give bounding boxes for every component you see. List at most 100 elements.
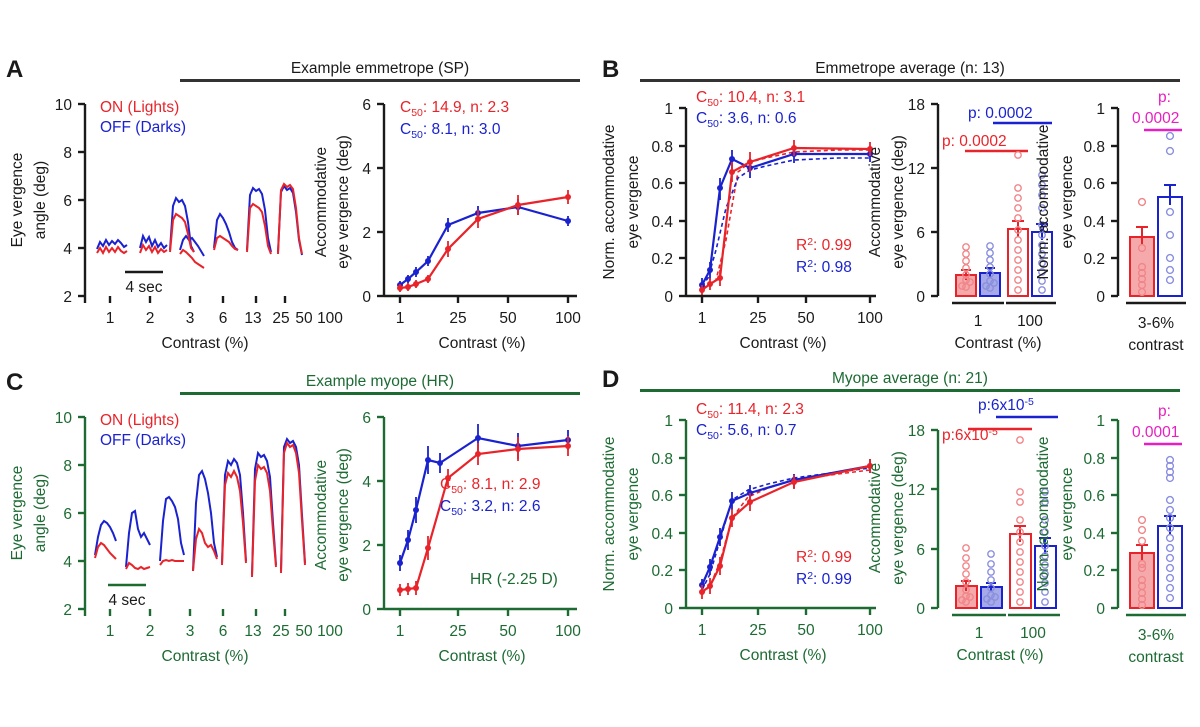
c-trace-ylabel-1: Eye vergence	[9, 466, 26, 561]
panel-c: C Example myope (HR) 2 4 6 8 10 Eye verg…	[0, 363, 600, 727]
b-curve-r2-blue: R2: 0.98	[796, 258, 852, 276]
c-trace-ytick-2: 6	[63, 506, 72, 523]
b-nbars-ylabel-2: eye vergence	[1059, 155, 1076, 248]
d-curve-ylabel-1: Norm. accommodative	[601, 436, 618, 591]
b-nbars-ytick-0: 0	[1096, 289, 1105, 306]
a-trace-xtick-4: 13	[244, 310, 261, 327]
b-nbar-red	[1129, 236, 1155, 297]
a-trace-legend-off: OFF (Darks)	[100, 119, 186, 136]
b-curve-xtick-2: 50	[797, 310, 815, 327]
b-curve-ytick-0: 0	[664, 289, 673, 306]
panel-a: A Example emmetrope (SP) 2 4 6 8 10 Eye …	[0, 0, 600, 365]
c-tuning-series-on	[397, 436, 571, 596]
c-tuning-subject-label: HR (-2.25 D)	[470, 571, 558, 588]
c-trace-ytick-3: 8	[63, 458, 72, 475]
d-curve-xtick-0: 1	[698, 622, 707, 639]
b-curve-ytick-2: 0.4	[651, 214, 673, 231]
b-curve-ylabel-1: Norm. accommodative	[601, 124, 618, 279]
b-nbars-ylabel-1: Norm. accommodative	[1035, 124, 1052, 279]
panel-b-title: Emmetrope average (n: 13)	[815, 60, 1005, 77]
panel-d-title-rule	[640, 389, 1180, 392]
d-curve-r2-red: R2: 0.99	[796, 548, 852, 566]
c-trace-xlabel: Contrast (%)	[162, 648, 249, 665]
a-trace-ytick-1: 4	[63, 241, 72, 258]
panel-c-title-block: Example myope (HR)	[180, 373, 580, 395]
d-bar-points-blue	[983, 488, 1049, 606]
a-tuning-xtick-0: 1	[396, 310, 405, 327]
c-tuning-ytick-0: 0	[362, 602, 371, 619]
b-nbars-ytick-1: 0.2	[1083, 251, 1105, 268]
a-tuning-yaxis: 0 2 4 6	[362, 97, 386, 306]
a-tuning-ylabel-1: Accommodative	[313, 147, 330, 257]
b-bars-ytick-3: 18	[908, 97, 925, 114]
b-curve-xtick-0: 1	[698, 310, 707, 327]
b-nbars-ytick-2: 0.4	[1083, 214, 1105, 231]
b-nbar-errorbar-red	[1136, 226, 1148, 245]
panel-a-tuning-plot: 0 2 4 6 Accommodative eye vergence (deg)…	[313, 97, 581, 352]
a-trace-waveform-mid	[169, 195, 195, 253]
b-bars-ylabel-1: Accommodative	[867, 147, 884, 257]
b-nbars-xlabel-1: 3-6%	[1138, 315, 1174, 332]
d-nbars-ylabel-2: eye vergence	[1059, 467, 1076, 560]
c-trace-xtick-7: 100	[317, 623, 343, 640]
a-trace-ytick-2: 6	[63, 193, 72, 210]
a-tuning-annot-blue: C50: 8.1, n: 3.0	[400, 121, 501, 141]
c-trace-ytick-1: 4	[63, 554, 72, 571]
c-trace-xtick-4: 13	[244, 623, 261, 640]
panel-d: D Myope average (n: 21) 0 0.2 0.4 0.6 0.…	[598, 360, 1200, 727]
a-tuning-annot-red: C50: 14.9, n: 2.3	[400, 99, 509, 119]
d-nbars-pvalue-line1: p:	[1158, 403, 1171, 420]
a-tuning-ytick-2: 4	[362, 161, 371, 178]
d-bars-ytick-2: 12	[908, 482, 925, 499]
c-tuning-ylabel-1: Accommodative	[313, 460, 330, 570]
b-nbars-ytick-4: 0.8	[1083, 139, 1105, 156]
d-bars-ylabel-1: Accommodative	[867, 463, 884, 573]
d-bars-xtick-0: 1	[975, 625, 984, 642]
a-trace-legend-on: ON (Lights)	[100, 99, 179, 116]
c-trace-xtick-3: 6	[219, 623, 228, 640]
b-curve-xlabel: Contrast (%)	[740, 335, 827, 352]
b-curve-xaxis: 1 25 50 100	[686, 294, 883, 327]
b-bar-points-red	[958, 151, 1022, 294]
d-bar-points-red	[958, 436, 1024, 606]
c-tuning-xaxis: 1 25 50 100	[384, 607, 581, 640]
a-tuning-xtick-2: 50	[499, 310, 517, 327]
d-nbars-xlabel-1: 3-6%	[1138, 627, 1174, 644]
d-nbars-ytick-5: 1	[1096, 413, 1105, 430]
panel-b-letter: B	[602, 56, 620, 83]
b-curve-annot-blue: C50: 3.6, n: 0.6	[696, 110, 796, 130]
b-bars-ylabel-2: eye vergence (deg)	[890, 135, 907, 269]
a-trace-ytick-0: 2	[63, 289, 72, 306]
c-tuning-xlabel: Contrast (%)	[439, 648, 526, 665]
d-curve-ytick-5: 1	[664, 413, 673, 430]
d-curve-annot-blue: C50: 5.6, n: 0.7	[696, 422, 796, 442]
b-nbars-ytick-3: 0.6	[1083, 176, 1105, 193]
d-nbars-yaxis: 0 0.2 0.4 0.6 0.8 1	[1083, 413, 1120, 618]
b-curve-xtick-1: 25	[749, 310, 766, 327]
b-nbar-errorbar-blue	[1164, 184, 1176, 205]
panel-b-norm-curve-plot: 0 0.2 0.4 0.6 0.8 1 Norm. accommodative …	[601, 89, 883, 352]
b-nbar-points-red	[1137, 197, 1147, 297]
panel-c-title-rule	[180, 392, 580, 395]
c-trace-yaxis: 2 4 6 8 10	[55, 410, 87, 619]
b-curve-ytick-1: 0.2	[651, 251, 673, 268]
a-tuning-xtick-1: 25	[449, 310, 466, 327]
d-nbars-ytick-3: 0.6	[1083, 488, 1105, 505]
panel-c-title: Example myope (HR)	[305, 373, 455, 390]
a-trace-xtick-7: 100	[317, 310, 343, 327]
a-trace-scalebar-label: 4 sec	[125, 279, 162, 296]
b-nbars-yaxis: 0 0.2 0.4 0.6 0.8 1	[1083, 101, 1120, 306]
d-nbars-ytick-0: 0	[1096, 601, 1105, 618]
panel-d-title: Myope average (n: 21)	[832, 370, 988, 387]
c-trace-scalebar: 4 sec	[108, 583, 146, 609]
c-tuning-xtick-3: 100	[555, 623, 581, 640]
d-nbars-ylabel-1: Norm. accommodative	[1035, 436, 1052, 591]
b-curve-r2-red: R2: 0.99	[796, 236, 852, 254]
a-trace-scalebar: 4 sec	[125, 270, 163, 296]
c-tuning-ytick-1: 2	[362, 538, 371, 555]
b-bars-ytick-0: 0	[916, 289, 925, 306]
c-trace-legend-off: OFF (Darks)	[100, 432, 186, 449]
d-curve-ytick-0: 0	[664, 601, 673, 618]
panel-a-title-block: Example emmetrope (SP)	[180, 60, 580, 82]
panel-a-title-rule	[180, 79, 580, 82]
